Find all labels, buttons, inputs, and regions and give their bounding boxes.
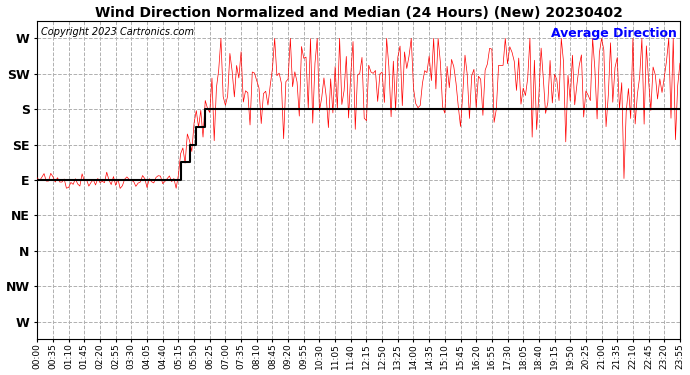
Text: Copyright 2023 Cartronics.com: Copyright 2023 Cartronics.com [41,27,193,37]
Text: Average Direction: Average Direction [551,27,677,40]
Title: Wind Direction Normalized and Median (24 Hours) (New) 20230402: Wind Direction Normalized and Median (24… [95,6,622,20]
